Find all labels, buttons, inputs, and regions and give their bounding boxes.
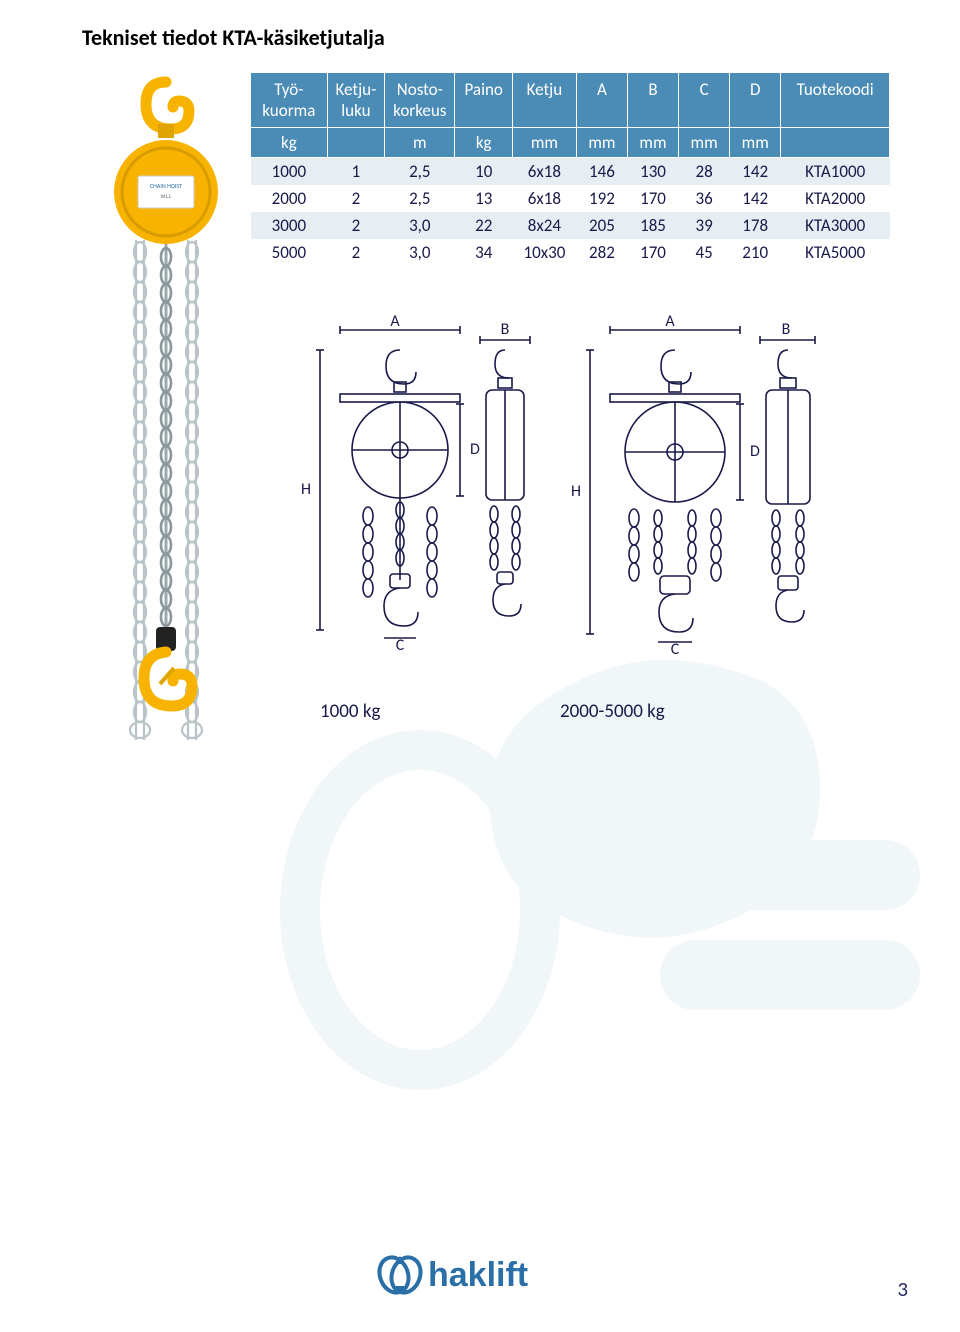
dim-label: C	[671, 640, 680, 659]
table-cell: KTA5000	[781, 239, 890, 266]
diagram-caption-right: 2000-5000 kg	[560, 700, 665, 723]
dim-label: H	[571, 482, 581, 501]
table-cell: 142	[730, 185, 781, 212]
table-cell: 39	[679, 212, 730, 239]
table-row: 200022,5136x1819217036142KTA2000	[251, 185, 890, 212]
table-cell: KTA3000	[781, 212, 890, 239]
table-header-cell: Ketju	[512, 73, 576, 128]
table-unit-cell: mm	[512, 128, 576, 158]
table-cell: 22	[455, 212, 513, 239]
table-cell: 192	[576, 185, 627, 212]
table-row: 100012,5106x1814613028142KTA1000	[251, 158, 890, 186]
table-unit-cell: kg	[455, 128, 513, 158]
table-cell: 146	[576, 158, 627, 186]
footer-logo: haklift	[370, 1250, 590, 1300]
table-cell: 210	[730, 239, 781, 266]
table-cell: 2	[327, 212, 385, 239]
table-row: 300023,0228x2420518539178KTA3000	[251, 212, 890, 239]
table-unit-cell: kg	[251, 128, 328, 158]
table-row: 500023,03410x3028217045210KTA5000	[251, 239, 890, 266]
dim-label: B	[782, 320, 791, 339]
dim-label: D	[470, 440, 480, 459]
table-cell: 2000	[251, 185, 328, 212]
table-cell: 6x18	[512, 185, 576, 212]
table-header-cell: Työ- kuorma	[251, 73, 328, 128]
dim-label: C	[396, 636, 405, 655]
table-cell: 130	[627, 158, 678, 186]
table-unit-cell	[327, 128, 385, 158]
svg-text:CHAIN HOIST: CHAIN HOIST	[150, 182, 182, 190]
table-header-cell: B	[627, 73, 678, 128]
table-cell: 282	[576, 239, 627, 266]
page-title: Tekniset tiedot KTA-käsiketjutalja	[82, 24, 385, 51]
dimensional-diagrams: A B D	[280, 310, 840, 690]
page-number: 3	[897, 1276, 908, 1302]
dim-label: B	[501, 320, 510, 339]
table-header-cell: Tuotekoodi	[781, 73, 890, 128]
table-header-cell: Ketju- luku	[327, 73, 385, 128]
table-cell: 36	[679, 185, 730, 212]
svg-text:W.L.L: W.L.L	[161, 194, 173, 200]
logo-text: haklift	[428, 1256, 528, 1294]
table-cell: 185	[627, 212, 678, 239]
table-cell: 205	[576, 212, 627, 239]
table-cell: 170	[627, 185, 678, 212]
dim-label: H	[301, 480, 311, 499]
table-header-cell: C	[679, 73, 730, 128]
table-cell: 45	[679, 239, 730, 266]
table-cell: 2	[327, 185, 385, 212]
table-cell: 170	[627, 239, 678, 266]
table-cell: 1	[327, 158, 385, 186]
table-cell: 3000	[251, 212, 328, 239]
table-cell: 1000	[251, 158, 328, 186]
product-image: CHAIN HOIST W.L.L	[96, 72, 236, 762]
table-cell: 13	[455, 185, 513, 212]
table-unit-cell: mm	[576, 128, 627, 158]
table-cell: 3,0	[385, 239, 455, 266]
table-cell: 3,0	[385, 212, 455, 239]
table-cell: 2,5	[385, 185, 455, 212]
table-header-cell: Nosto- korkeus	[385, 73, 455, 128]
table-unit-cell: mm	[730, 128, 781, 158]
table-header-cell: A	[576, 73, 627, 128]
table-unit-cell: mm	[627, 128, 678, 158]
table-cell: 5000	[251, 239, 328, 266]
dim-label: A	[390, 312, 400, 331]
table-cell: 178	[730, 212, 781, 239]
spec-table-container: Työ- kuormaKetju- lukuNosto- korkeusPain…	[250, 72, 890, 266]
table-unit-cell: mm	[679, 128, 730, 158]
table-cell: 142	[730, 158, 781, 186]
table-cell: 34	[455, 239, 513, 266]
table-cell: 28	[679, 158, 730, 186]
spec-table: Työ- kuormaKetju- lukuNosto- korkeusPain…	[250, 72, 890, 266]
table-cell: 10	[455, 158, 513, 186]
table-cell: KTA2000	[781, 185, 890, 212]
table-header-row: Työ- kuormaKetju- lukuNosto- korkeusPain…	[251, 73, 890, 128]
table-cell: 6x18	[512, 158, 576, 186]
table-cell: 8x24	[512, 212, 576, 239]
table-units-row: kgmkgmmmmmmmmmm	[251, 128, 890, 158]
dim-label: A	[665, 312, 675, 331]
table-unit-cell: m	[385, 128, 455, 158]
table-cell: 10x30	[512, 239, 576, 266]
table-header-cell: D	[730, 73, 781, 128]
table-cell: 2	[327, 239, 385, 266]
diagram-caption-left: 1000 kg	[320, 700, 380, 723]
table-cell: 2,5	[385, 158, 455, 186]
table-cell: KTA1000	[781, 158, 890, 186]
table-header-cell: Paino	[455, 73, 513, 128]
table-unit-cell	[781, 128, 890, 158]
dim-label: D	[750, 442, 760, 461]
